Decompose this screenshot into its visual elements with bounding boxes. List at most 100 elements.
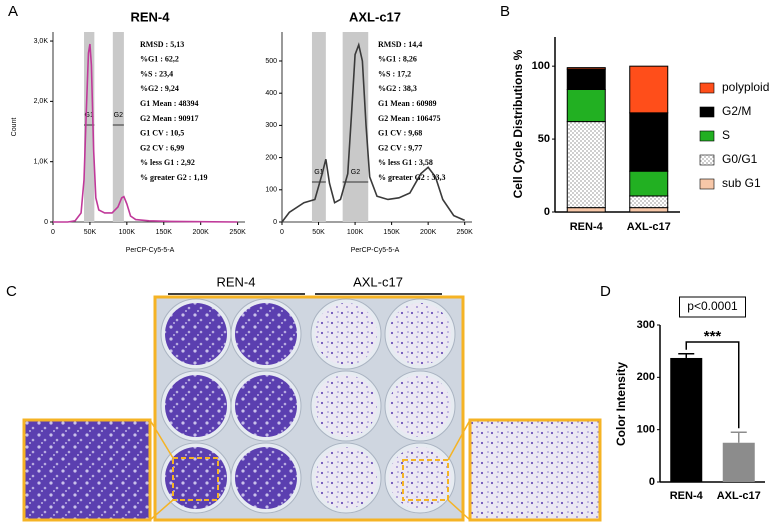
stat-line: % less G1 : 2,92 xyxy=(140,158,195,167)
well xyxy=(315,447,377,509)
legend-label: S xyxy=(722,128,730,142)
bar-segment xyxy=(629,195,669,209)
x-tick-label: AXL-c17 xyxy=(717,490,761,502)
stat-line: % greater G2 : 1,19 xyxy=(140,173,207,182)
gate xyxy=(84,32,95,222)
stat-line: G2 Mean : 90917 xyxy=(140,114,198,123)
gate-label: G1 xyxy=(314,169,323,176)
y-tick-label: 200 xyxy=(265,154,277,161)
x-tick-label: AXL-c17 xyxy=(627,221,671,233)
gate xyxy=(342,32,369,222)
panel-label: A xyxy=(8,3,18,20)
y-axis-label: Color Intensity xyxy=(614,362,628,446)
x-tick-label: 200K xyxy=(420,229,437,236)
stat-line: G2 CV : 6,99 xyxy=(140,143,184,152)
zoom-box xyxy=(402,459,449,501)
y-tick-label: 400 xyxy=(265,90,277,97)
legend-swatch xyxy=(699,82,715,94)
stat-line: %G2 : 38,3 xyxy=(378,84,417,93)
x-tick-label: 250K xyxy=(229,229,246,236)
group-label: AXL-c17 xyxy=(353,274,403,289)
bar-segment xyxy=(566,121,606,209)
bar-segment xyxy=(629,112,669,172)
y-tick-label: 100 xyxy=(637,424,655,436)
y-tick-label: 500 xyxy=(265,58,277,65)
p-value: p<0.0001 xyxy=(687,299,738,313)
connector xyxy=(149,419,174,459)
gate xyxy=(112,32,124,222)
y-tick-label: 100 xyxy=(532,60,550,72)
y-tick-label: 0 xyxy=(544,206,550,218)
bar-segment xyxy=(566,89,606,123)
stat-line: %S : 17,2 xyxy=(378,69,411,78)
significance: *** xyxy=(704,328,722,345)
stat-line: G2 Mean : 106475 xyxy=(378,114,440,123)
legend-swatch xyxy=(699,178,715,190)
y-tick-label: 100 xyxy=(265,187,277,194)
well xyxy=(315,303,377,365)
x-tick-label: REN-4 xyxy=(670,490,704,502)
bar-segment xyxy=(566,68,606,91)
bar xyxy=(670,357,703,482)
x-tick-label: 50K xyxy=(84,229,97,236)
legend-swatch xyxy=(699,154,715,166)
x-tick-label: 200K xyxy=(193,229,210,236)
gate-label: G1 xyxy=(85,112,94,119)
y-axis-label: Count xyxy=(11,118,18,137)
gate-label: G2 xyxy=(351,169,360,176)
bar-segment xyxy=(629,170,669,197)
legend-swatch xyxy=(699,106,715,118)
legend-label: G0/G1 xyxy=(722,152,758,166)
stat-line: %G1 : 8,26 xyxy=(378,55,417,64)
stat-line: G1 CV : 9,68 xyxy=(378,129,422,138)
y-tick-label: 0 xyxy=(273,219,277,226)
stat-line: G2 CV : 9,77 xyxy=(378,143,422,152)
y-axis-label: Cell Cycle Distributions % xyxy=(511,49,525,198)
x-tick-label: 100K xyxy=(119,229,136,236)
stat-line: G1 CV : 10,5 xyxy=(140,129,184,138)
x-tick-label: 0 xyxy=(280,229,284,236)
x-axis-label: PerCP-Cy5-5-A xyxy=(126,247,175,254)
well xyxy=(315,375,377,437)
y-tick-label: 300 xyxy=(637,319,655,331)
significance-bracket xyxy=(685,341,740,429)
y-tick-label: 0 xyxy=(649,476,655,488)
y-tick-label: 2,0K xyxy=(34,98,49,105)
stat-line: %G2 : 9,24 xyxy=(140,84,179,93)
gate xyxy=(311,32,326,222)
zoom-box xyxy=(172,457,219,501)
connector xyxy=(447,499,471,521)
well xyxy=(165,375,227,437)
y-tick-label: 0 xyxy=(44,219,48,226)
x-axis-label: PerCP-Cy5-5-A xyxy=(351,247,400,254)
well xyxy=(165,303,227,365)
well xyxy=(235,447,297,509)
chart-title: AXL-c17 xyxy=(349,9,401,24)
bar-segment xyxy=(629,207,669,213)
y-tick-label: 1,0K xyxy=(34,159,49,166)
x-tick-label: 250K xyxy=(457,229,474,236)
bar-segment xyxy=(566,67,606,70)
stat-line: %G1 : 62,2 xyxy=(140,55,179,64)
stat-line: % greater G2 : 33,3 xyxy=(378,173,445,182)
well xyxy=(235,303,297,365)
bar-segment xyxy=(629,65,669,114)
y-tick-label: 50 xyxy=(538,133,550,145)
bar xyxy=(722,442,755,482)
x-tick-label: REN-4 xyxy=(570,221,604,233)
legend-swatch xyxy=(699,130,715,142)
stat-line: RMSD : 5,13 xyxy=(140,40,184,49)
x-tick-label: 150K xyxy=(156,229,173,236)
gate-label: G2 xyxy=(114,112,123,119)
group-label: REN-4 xyxy=(216,274,255,289)
well xyxy=(389,447,451,509)
histogram-line xyxy=(53,43,238,223)
y-tick-label: 300 xyxy=(265,122,277,129)
stat-line: RMSD : 14,4 xyxy=(378,40,422,49)
y-tick-label: 3,0K xyxy=(34,38,49,45)
panel-label: B xyxy=(500,3,510,20)
chart-title: REN-4 xyxy=(130,9,170,24)
panel-label: D xyxy=(600,283,611,300)
